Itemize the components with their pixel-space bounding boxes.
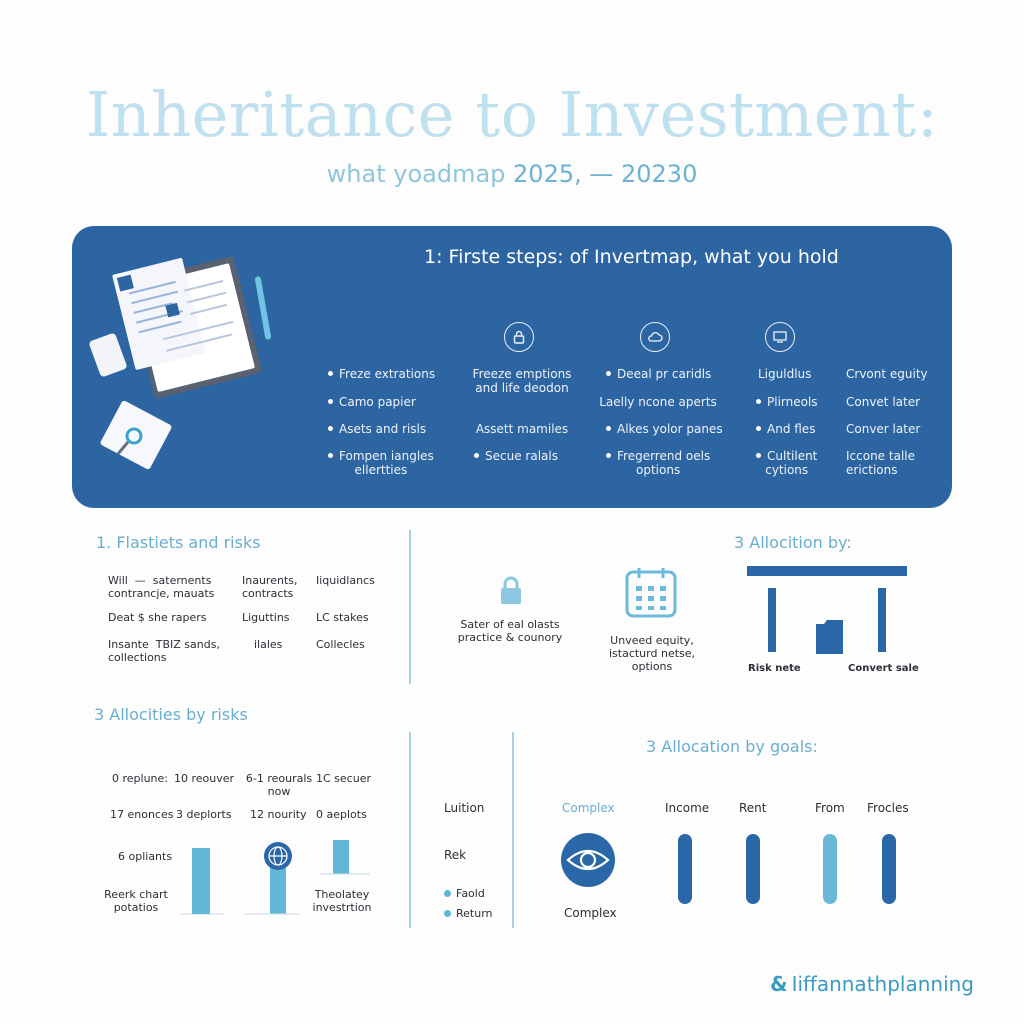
grid-cell: 6-1 reourals now: [245, 772, 313, 798]
lock-icon: [504, 322, 534, 352]
lock-caption: Sater of eal olasts practice & counory: [457, 618, 563, 644]
legend-label: Faold: [456, 887, 485, 900]
legend-item: Faold: [444, 887, 485, 900]
table-cell: Liguttins: [242, 611, 290, 624]
banner-item: Assett mamiles: [475, 422, 569, 436]
risk-bars: [180, 840, 370, 915]
banner-item: Cultilent cytions: [756, 449, 817, 477]
table-cell: Insante TBIZ sands, collections: [108, 638, 220, 664]
grid-cell: 17 enonces: [110, 808, 174, 821]
banner-item: Asets and risls: [328, 422, 426, 436]
goal-bar: [823, 834, 837, 904]
banner-item: Liguldlus: [758, 367, 812, 381]
clipboard-icon: [112, 256, 262, 399]
banner-item: Fompen iangles ellertties: [328, 449, 434, 477]
section-heading: 1. Flastiets and risks: [96, 533, 261, 552]
calendar-icon: [625, 568, 677, 618]
grid-cell: 0 replune:: [112, 772, 168, 785]
banner-item: Freeze emptions and life deodon: [472, 367, 572, 395]
brand-footer: & Iiffannathplanning: [770, 972, 974, 996]
divider: [409, 732, 411, 928]
first-steps-banner: 1: Firste steps: of Invertmap, what you …: [72, 226, 952, 508]
legend-swatch: [444, 890, 451, 897]
diagram-label: Risk nete: [748, 663, 801, 674]
grid-cell: 10 reouver: [174, 772, 235, 785]
grid-cell: 0 aeplots: [316, 808, 367, 821]
banner-title: 1: Firste steps: of Invertmap, what you …: [424, 246, 839, 268]
section4-label: Rek: [444, 848, 467, 862]
legend-item: Return: [444, 907, 493, 920]
page-title: Inheritance to Investment:: [85, 78, 939, 151]
subtitle-prefix: what yoadmap: [326, 160, 506, 188]
globe-icon: [268, 846, 288, 866]
brand-name: Iiffannathplanning: [791, 972, 974, 996]
table-cell: Collecles: [316, 638, 365, 651]
page-subtitle: what yoadmap 2025, — 20230: [0, 160, 1024, 188]
section-heading: 3 Allocities by risks: [94, 705, 248, 724]
banner-item: Secue ralals: [474, 449, 558, 463]
pen-icon: [254, 276, 272, 340]
goal-icon-label: Complex: [562, 801, 615, 815]
goal-bar: [746, 834, 760, 904]
calendar-caption: Unveed equity, istacturd netse, options: [608, 634, 696, 673]
divider: [512, 732, 514, 928]
legend-label: Return: [456, 907, 493, 920]
banner-item: Freze extrations: [328, 367, 435, 381]
goal-column-label: Frocles: [867, 801, 909, 815]
cloud-icon: [640, 322, 670, 352]
banner-item: Alkes yolor panes: [606, 422, 723, 436]
section4-label: Luition: [444, 801, 485, 815]
banner-item: Convet later: [846, 395, 921, 409]
brand-logo-icon: &: [770, 972, 788, 996]
grid-cell: 1C secuer: [316, 772, 371, 785]
section-heading: 3 Allocation by goals:: [646, 737, 818, 756]
divider: [409, 530, 411, 684]
lock-icon: [501, 576, 521, 604]
banner-item: Laelly ncone aperts: [599, 395, 717, 409]
goal-bar: [678, 834, 692, 904]
allocation-bar-diagram: [747, 566, 907, 654]
folder-icon: [816, 620, 843, 654]
grid-cell: 3 deplorts: [176, 808, 232, 821]
note-icon: [100, 400, 172, 470]
goal-column-label: Rent: [739, 801, 767, 815]
section-heading: 3 Allocition by:: [734, 533, 852, 552]
subtitle-years: 2025, — 20230: [513, 160, 698, 188]
table-cell: Deat $ she rapers: [108, 611, 207, 624]
table-cell: ilales: [254, 638, 283, 651]
goal-bars: [678, 834, 896, 904]
table-cell: LC stakes: [316, 611, 369, 624]
documents-illustration: [89, 256, 272, 470]
goal-bar: [882, 834, 896, 904]
risk-caption: Theolatey investrtion: [312, 888, 372, 914]
risk-label: 6 opliants: [118, 850, 173, 863]
banner-item: Plirneols: [756, 395, 818, 409]
table-cell: Inaurents, contracts: [242, 574, 298, 600]
goal-column-label: From: [815, 801, 845, 815]
goal-icon-label: Complex: [564, 906, 617, 920]
banner-item: And fles: [756, 422, 815, 436]
banner-item: Conver later: [846, 422, 921, 436]
banner-item: Fregerrend oels options: [606, 449, 710, 477]
grid-cell: 12 nourity: [250, 808, 307, 821]
risk-caption: Reerk chart potatios: [104, 888, 168, 914]
diagram-label: Convert sale: [848, 663, 919, 674]
banner-item: Iccone talle erictions: [846, 449, 915, 477]
table-cell: Will — saternents contrancje, mauats: [108, 574, 215, 600]
banner-item: Camo papier: [328, 395, 416, 409]
banner-item: Deeal pr caridls: [606, 367, 711, 381]
banner-item: Crvont eguity: [846, 367, 928, 381]
monitor-icon: [765, 322, 795, 352]
card-icon: [89, 333, 127, 377]
goal-column-label: Income: [665, 801, 710, 815]
eye-icon: [561, 833, 615, 887]
table-cell: Iiquidlancs: [316, 574, 375, 587]
legend-swatch: [444, 910, 451, 917]
